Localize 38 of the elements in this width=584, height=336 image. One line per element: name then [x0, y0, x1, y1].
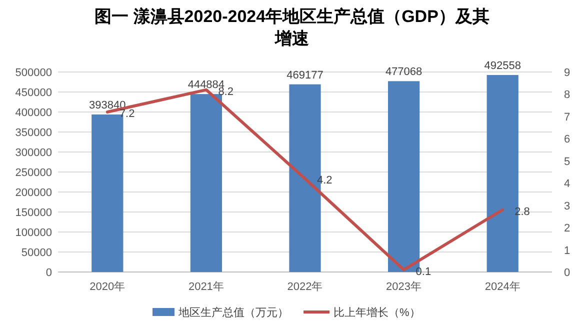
- y-tick-label: 50000: [21, 247, 52, 259]
- y2-tick-label: 6: [564, 134, 570, 146]
- y2-tick-label: 0: [564, 267, 570, 279]
- data-label: 477068: [385, 66, 422, 78]
- y-tick-label: 200000: [15, 187, 52, 199]
- bar: [190, 94, 222, 272]
- legend-label: 地区生产总值（万元）: [178, 306, 288, 319]
- x-tick-label: 2022年: [287, 281, 323, 293]
- data-label: 492558: [484, 60, 521, 72]
- y-tick-label: 300000: [15, 147, 52, 159]
- y-tick-label: 0: [46, 267, 52, 279]
- y2-tick-label: 5: [564, 156, 570, 168]
- y-tick-label: 250000: [15, 167, 52, 179]
- x-tick-label: 2023年: [386, 281, 422, 293]
- x-tick-label: 2020年: [90, 281, 126, 293]
- x-tick-label: 2024年: [484, 281, 520, 293]
- y2-tick-label: 9: [564, 67, 570, 79]
- y-tick-label: 150000: [15, 207, 52, 219]
- y2-tick-label: 8: [564, 89, 570, 102]
- y-tick-label: 100000: [15, 227, 52, 239]
- x-tick-label: 2021年: [188, 281, 224, 293]
- data-label: 7.2: [119, 108, 135, 120]
- chart-title: 图一 漾濞县2020-2024年地区生产总值（GDP）及其增速: [94, 6, 490, 50]
- y-tick-label: 400000: [15, 107, 52, 119]
- data-label: 0.1: [416, 266, 432, 278]
- data-label: 469177: [286, 69, 324, 82]
- legend-label: 比上年增长（%）: [334, 306, 420, 319]
- y2-tick-label: 3: [564, 200, 570, 212]
- y2-tick-label: 2: [564, 222, 570, 235]
- legend-比上年增长（%）: 比上年增长（%）: [304, 307, 420, 319]
- y-tick-label: 450000: [15, 87, 52, 99]
- y2-tick-label: 1: [564, 244, 570, 257]
- y2-tick-label: 7: [564, 111, 570, 124]
- y-tick-label: 350000: [15, 127, 52, 139]
- y2-tick-label: 4: [564, 178, 570, 190]
- legend-地区生产总值（万元）: 地区生产总值（万元）: [152, 307, 288, 319]
- y-tick-label: 500000: [15, 67, 52, 79]
- data-label: 8.2: [218, 86, 234, 98]
